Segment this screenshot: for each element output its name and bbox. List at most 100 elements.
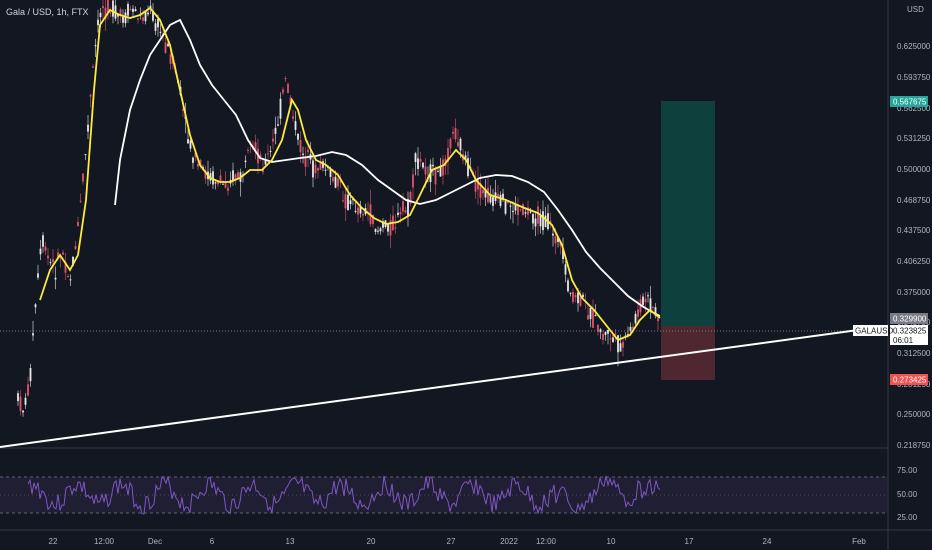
candle-body: [27, 384, 29, 396]
candle-body: [452, 131, 454, 134]
candle-body: [167, 43, 169, 47]
candle-body: [154, 23, 157, 31]
candle-body: [99, 12, 102, 17]
candle-body: [82, 173, 84, 182]
candle-body: [319, 161, 322, 170]
candle-body: [654, 307, 657, 316]
candle-body: [332, 177, 334, 182]
candle-body: [359, 206, 362, 214]
candle-body: [457, 142, 459, 147]
candle-body: [79, 200, 82, 202]
rsi-line[interactable]: [27, 475, 661, 515]
candle-body: [49, 262, 52, 264]
candle-body: [424, 166, 427, 175]
candle-body: [647, 295, 649, 297]
candle-body: [44, 246, 47, 251]
candle-body: [542, 211, 544, 231]
candle-body: [192, 157, 194, 163]
candle-body: [519, 209, 522, 211]
candle-body: [194, 152, 197, 158]
candle-body: [87, 124, 89, 132]
candle-body: [269, 150, 272, 152]
candle-body: [372, 214, 374, 225]
candle-body: [292, 116, 294, 119]
time-tick-label: 2022: [500, 537, 518, 546]
candle-body: [227, 187, 229, 191]
candle-body: [334, 176, 337, 188]
candle-body: [37, 273, 39, 278]
time-tick-label: 10: [607, 537, 616, 546]
chart-title: Gala / USD, 1h, FTX: [6, 7, 89, 17]
candle-body: [107, 0, 109, 14]
candle-body: [124, 12, 127, 24]
candle-body: [537, 206, 539, 224]
candle-body: [267, 153, 269, 155]
candle-body: [217, 180, 219, 185]
candle-body: [57, 252, 59, 259]
candle-body: [34, 304, 37, 308]
rsi-tick-label: 25.00: [897, 513, 918, 522]
candle-body: [382, 221, 384, 228]
price-tick-label: 0.468750: [897, 196, 931, 205]
candle-body: [379, 228, 382, 232]
time-tick-label: 6: [210, 537, 215, 546]
candle-body: [597, 324, 599, 332]
candle-body: [522, 204, 524, 215]
candle-body: [479, 183, 482, 198]
candle-body: [324, 169, 327, 171]
candle-body: [219, 175, 222, 183]
price-axis-unit: USD: [907, 5, 924, 14]
candle-body: [329, 168, 332, 177]
candle-body: [74, 246, 77, 250]
candle-body: [609, 338, 612, 340]
candle-body: [507, 201, 509, 203]
candle-body: [287, 83, 289, 93]
entry-price-tag: 0.329900: [890, 313, 928, 324]
candle-body: [607, 329, 609, 334]
candle-body: [579, 296, 582, 306]
candle-body: [459, 138, 462, 151]
candle-body: [282, 89, 284, 93]
fast-moving-average-line[interactable]: [39, 6, 661, 342]
candle-body: [137, 18, 139, 20]
candle-body: [492, 196, 494, 206]
trendline[interactable]: [0, 326, 881, 448]
candle-body: [557, 236, 559, 242]
candle-body: [64, 261, 67, 273]
candle-body: [212, 171, 214, 185]
candle-body: [627, 334, 629, 336]
candle-body: [39, 248, 42, 255]
price-tick-label: 0.500000: [897, 165, 931, 174]
candle-body: [159, 31, 162, 33]
candle-body: [619, 343, 622, 352]
candle-body: [562, 249, 564, 260]
candle-body: [122, 16, 124, 23]
candle-body: [499, 194, 502, 206]
candle-body: [477, 179, 479, 190]
candle-body: [467, 158, 469, 177]
candle-body: [432, 164, 434, 167]
candle-body: [414, 153, 417, 163]
svg-text:GALAUSD: GALAUSD: [855, 327, 893, 336]
candle-body: [312, 160, 314, 178]
candle-body: [222, 183, 224, 185]
slow-moving-average-line[interactable]: [114, 18, 661, 317]
candle-body: [19, 396, 22, 412]
candle-body: [387, 224, 389, 232]
candle-body: [577, 292, 579, 304]
target-zone[interactable]: [661, 101, 715, 326]
candle-body: [264, 159, 267, 165]
candle-body: [234, 174, 237, 180]
candle-body: [199, 160, 202, 167]
candle-body: [314, 164, 317, 174]
time-tick-label: 22: [49, 537, 58, 546]
rsi-tick-label: 75.00: [897, 466, 918, 475]
candle-body: [157, 18, 159, 28]
candle-body: [339, 181, 342, 183]
candle-body: [474, 180, 477, 192]
candle-body: [354, 210, 357, 212]
candle-body: [417, 158, 419, 170]
candle-body: [302, 153, 304, 155]
candle-body: [419, 159, 422, 162]
